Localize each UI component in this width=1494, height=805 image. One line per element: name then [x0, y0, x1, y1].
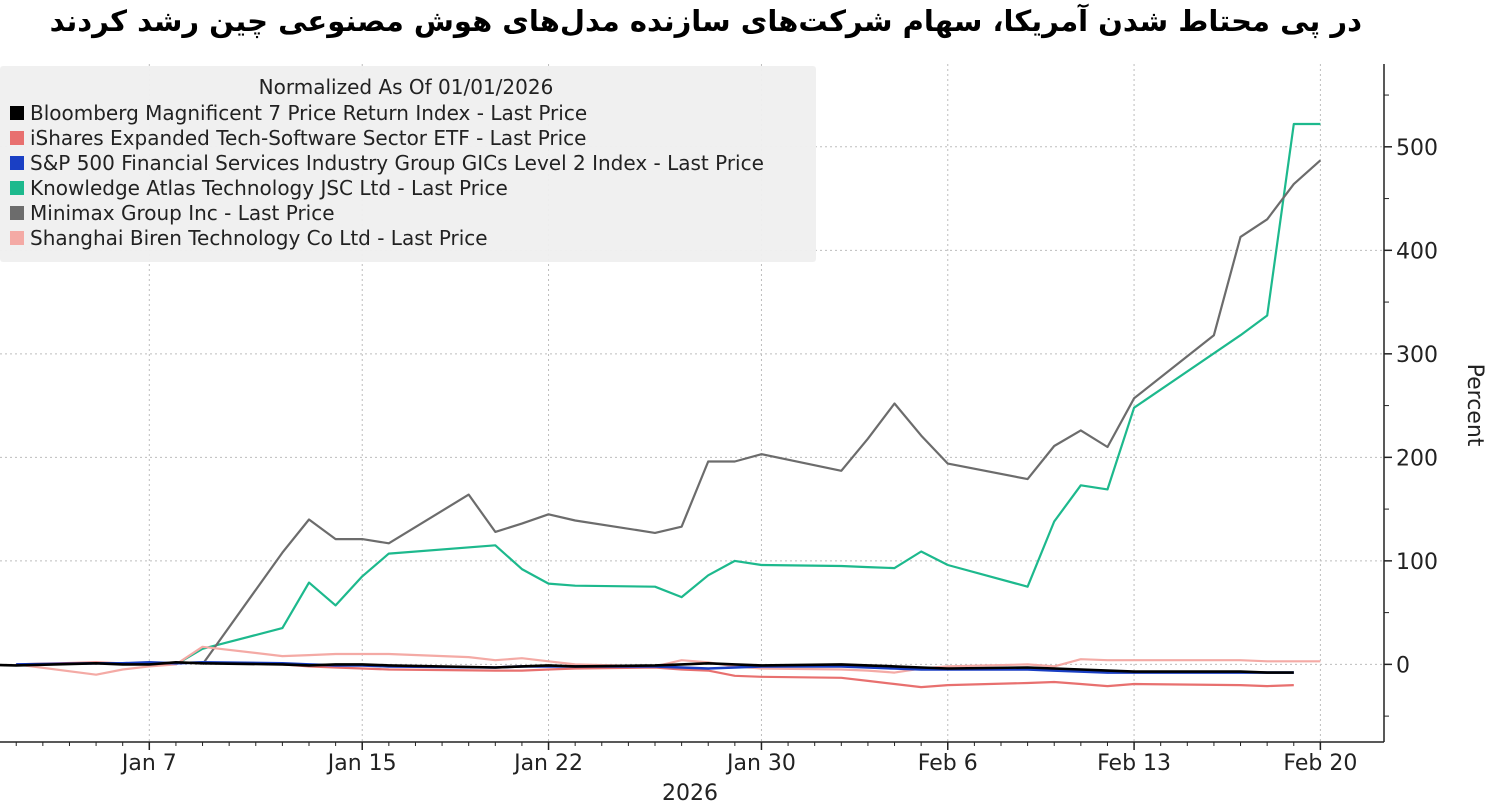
legend-swatch-3 [10, 181, 24, 195]
legend-entry-3: Knowledge Atlas Technology JSC Ltd - Las… [30, 176, 508, 200]
legend-swatch-1 [10, 131, 24, 145]
series-line-5 [16, 645, 1321, 676]
legend-entry-5: Shanghai Biren Technology Co Ltd - Last … [30, 226, 488, 250]
axes: 0 100 200 300 400 500 Jan 7 Jan 15 Jan 22 Jan 30 F… [0, 64, 1487, 805]
y-tick-label-0: 0 [1396, 653, 1410, 678]
series-lines [0, 122, 1322, 689]
legend-swatch-5 [10, 231, 24, 245]
y-tick-label-100: 100 [1396, 550, 1438, 575]
y-tick-label-300: 300 [1396, 343, 1438, 368]
y-tick-label-400: 400 [1396, 239, 1438, 264]
legend-box [0, 66, 816, 262]
legend-title: Normalized As Of 01/01/2026 [259, 75, 554, 99]
series-line-0 [0, 660, 1294, 674]
x-tick-label-5: Feb 13 [1097, 751, 1171, 776]
legend-swatch-2 [10, 156, 24, 170]
x-tick-label-2: Jan 22 [512, 751, 583, 776]
series-line-3 [175, 122, 1321, 666]
x-tick-label-0: Jan 7 [120, 751, 177, 776]
x-axis-title: 2026 [662, 781, 718, 805]
legend-entry-4: Minimax Group Inc - Last Price [30, 201, 335, 225]
x-tick-label-4: Feb 6 [918, 751, 978, 776]
legend-entry-0: Bloomberg Magnificent 7 Price Return Ind… [30, 101, 587, 125]
x-tick-label-3: Jan 30 [725, 751, 796, 776]
x-tick-label-1: Jan 15 [326, 751, 397, 776]
legend-swatch-0 [10, 106, 24, 120]
page-title: در پی محتاط شدن آمریکا، سهام شرکت‌های سا… [49, 4, 1362, 38]
y-tick-label-200: 200 [1396, 446, 1438, 471]
legend-swatch-4 [10, 206, 24, 220]
legend-entry-2: S&P 500 Financial Services Industry Grou… [30, 151, 764, 175]
legend-entry-1: iShares Expanded Tech-Software Sector ET… [30, 126, 586, 150]
y-axis-title: Percent [1462, 364, 1487, 447]
x-tick-label-6: Feb 20 [1283, 751, 1357, 776]
y-tick-label-500: 500 [1396, 136, 1438, 161]
series-line-4 [201, 159, 1322, 666]
